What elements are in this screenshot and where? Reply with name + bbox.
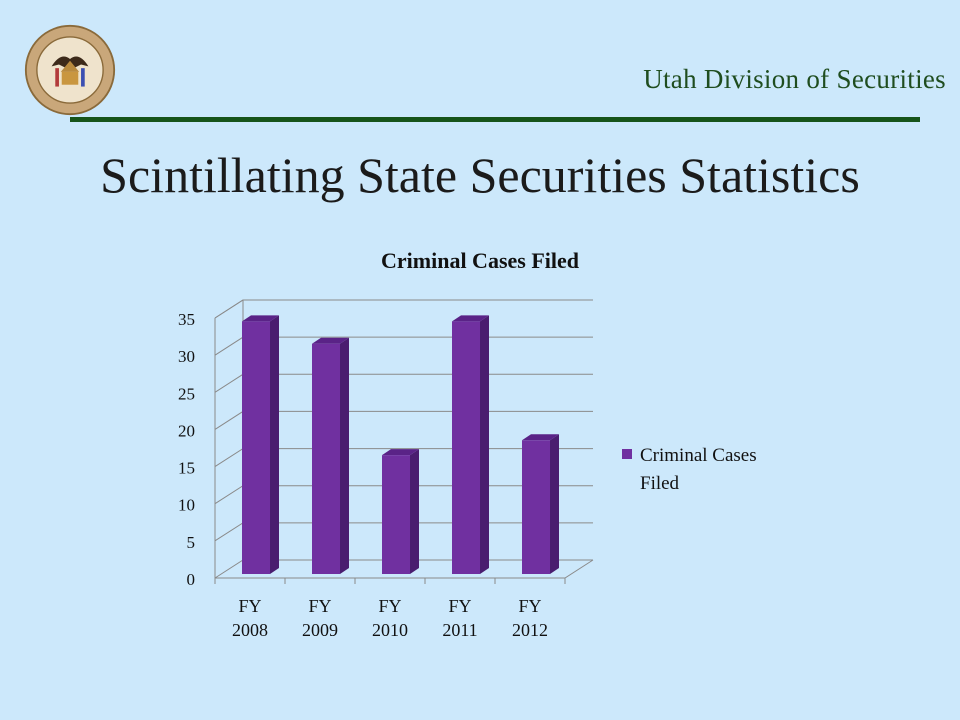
bar-side: [270, 315, 279, 574]
bar-front: [242, 321, 270, 574]
y-tick-label: 35: [178, 310, 195, 329]
bar: [312, 337, 349, 574]
legend-label: Criminal Cases Filed: [640, 445, 757, 494]
bar-side: [340, 337, 349, 574]
bar: [382, 449, 419, 574]
bar-top: [382, 449, 419, 456]
x-tick-label: FY 2011: [442, 596, 477, 640]
bar-front: [522, 440, 550, 574]
bar-side: [410, 449, 419, 574]
bar-side: [480, 315, 489, 574]
organization-name: Utah Division of Securities: [643, 64, 946, 94]
slide-title: Scintillating State Securities Statistic…: [100, 147, 860, 203]
bar-side: [550, 434, 559, 574]
y-tick-label: 0: [187, 570, 196, 589]
bar: [522, 434, 559, 574]
header-divider: [70, 117, 920, 122]
bar-front: [382, 455, 410, 574]
bar-front: [312, 343, 340, 574]
y-tick-label: 25: [178, 384, 195, 403]
back-wall-edge: [214, 299, 593, 319]
legend-swatch: [622, 449, 632, 459]
bar-top: [242, 315, 279, 322]
bar: [242, 315, 279, 574]
bar: [452, 315, 489, 574]
bar-top: [452, 315, 489, 322]
bar-top: [522, 434, 559, 441]
chart-title: Criminal Cases Filed: [381, 248, 579, 273]
y-tick-label: 15: [178, 459, 195, 478]
x-tick-label: FY 2010: [372, 596, 408, 640]
y-tick-label: 10: [178, 496, 195, 515]
x-tick-label: FY 2012: [512, 596, 548, 640]
gridline: [214, 299, 593, 319]
y-tick-label: 5: [187, 533, 196, 552]
x-tick-label: FY 2008: [232, 596, 268, 640]
state-seal-logo: [24, 24, 116, 116]
x-tick-label: FY 2009: [302, 596, 338, 640]
y-tick-label: 30: [178, 347, 195, 366]
bar-top: [312, 337, 349, 344]
y-tick-label: 20: [178, 421, 195, 440]
bar-front: [452, 321, 480, 574]
